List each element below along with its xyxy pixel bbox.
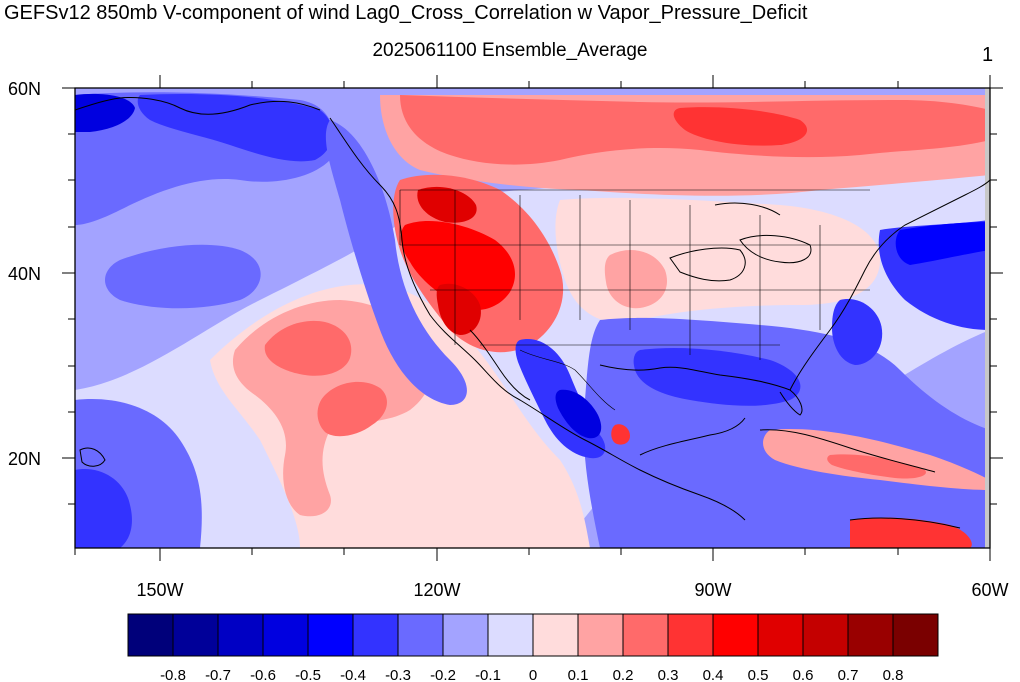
field-carib-red (827, 454, 926, 479)
axis-ticks (62, 75, 1003, 561)
field-atl-blue-2 (895, 222, 990, 265)
field-central-red (604, 250, 668, 309)
field-mexico-blue-2 (555, 389, 602, 439)
colorbar-box (487, 613, 534, 657)
colorbar-label: 0.6 (793, 667, 814, 682)
colorbar-box (217, 613, 264, 657)
plot-title: GEFSv12 850mb V-component of wind Lag0_C… (4, 2, 808, 24)
colorbar-box (397, 613, 444, 657)
colorbar-box (442, 613, 489, 657)
colorbar-label: -0.3 (385, 667, 411, 682)
lon-label-90w: 90W (694, 580, 731, 600)
field-coast-blue (325, 120, 467, 405)
lat-label-40n: 40N (8, 264, 41, 284)
lat-label-20n: 20N (8, 449, 41, 469)
colorbar: -0.8 -0.7 -0.6 -0.5 -0.4 -0.3 -0.2 -0.1 0 0.1 0.2 0… (127, 613, 939, 682)
correlation-field (75, 88, 990, 548)
colorbar-label: 0.4 (703, 667, 724, 682)
colorbar-label: -0.2 (430, 667, 456, 682)
colorbar-label: 0.8 (883, 667, 904, 682)
colorbar-label: -0.5 (295, 667, 321, 682)
colorbar-box (802, 613, 849, 657)
field-canada-red-2 (673, 107, 808, 146)
colorbar-box (847, 613, 894, 657)
lon-label-120w: 120W (413, 580, 460, 600)
colorbar-box (892, 613, 939, 657)
colorbar-label: -0.7 (205, 667, 231, 682)
colorbar-box (262, 613, 309, 657)
colorbar-label: 0.7 (838, 667, 859, 682)
colorbar-label: 0.1 (568, 667, 589, 682)
field-west-red-4 (417, 186, 477, 223)
map-frame (74, 87, 991, 549)
colorbar-box (712, 613, 759, 657)
field-pacific-red-2 (264, 320, 352, 376)
colorbar-label: -0.1 (475, 667, 501, 682)
field-atl-blue-3 (832, 299, 883, 365)
lon-label-150w: 150W (136, 580, 183, 600)
colorbar-label: 0.5 (748, 667, 769, 682)
colorbar-label: 0.2 (613, 667, 634, 682)
lon-label-60w: 60W (971, 580, 1008, 600)
field-wpac-blue-2 (75, 469, 132, 548)
field-gulf-blue-2 (633, 348, 801, 406)
colorbar-label: -0.4 (340, 667, 366, 682)
field-mid-blue (105, 244, 261, 309)
colorbar-box (307, 613, 354, 657)
field-pacific-red-3 (317, 381, 387, 437)
field-west-red-2 (400, 220, 515, 311)
colorbar-box (622, 613, 669, 657)
plot-subtitle: 2025061100 Ensemble_Average (372, 40, 648, 61)
colorbar-box (577, 613, 624, 657)
colorbar-box (667, 613, 714, 657)
colorbar-label: -0.8 (160, 667, 186, 682)
lat-label-60n: 60N (8, 79, 41, 99)
colorbar-box (172, 613, 219, 657)
colorbar-label: -0.6 (250, 667, 276, 682)
colorbar-box (757, 613, 804, 657)
missing-strip (985, 88, 990, 548)
panel-number: 1 (982, 44, 994, 66)
coastlines (75, 97, 990, 529)
political-boundaries (399, 189, 880, 411)
colorbar-label: 0 (529, 667, 537, 682)
field-mexico-red (611, 424, 630, 445)
colorbar-box (127, 613, 174, 657)
colorbar-box (352, 613, 399, 657)
colorbar-box (532, 613, 579, 657)
field-gulfak-blue (75, 93, 135, 132)
field-sa-red (850, 517, 972, 548)
field-west-red-3 (436, 283, 481, 335)
colorbar-label: 0.3 (658, 667, 679, 682)
